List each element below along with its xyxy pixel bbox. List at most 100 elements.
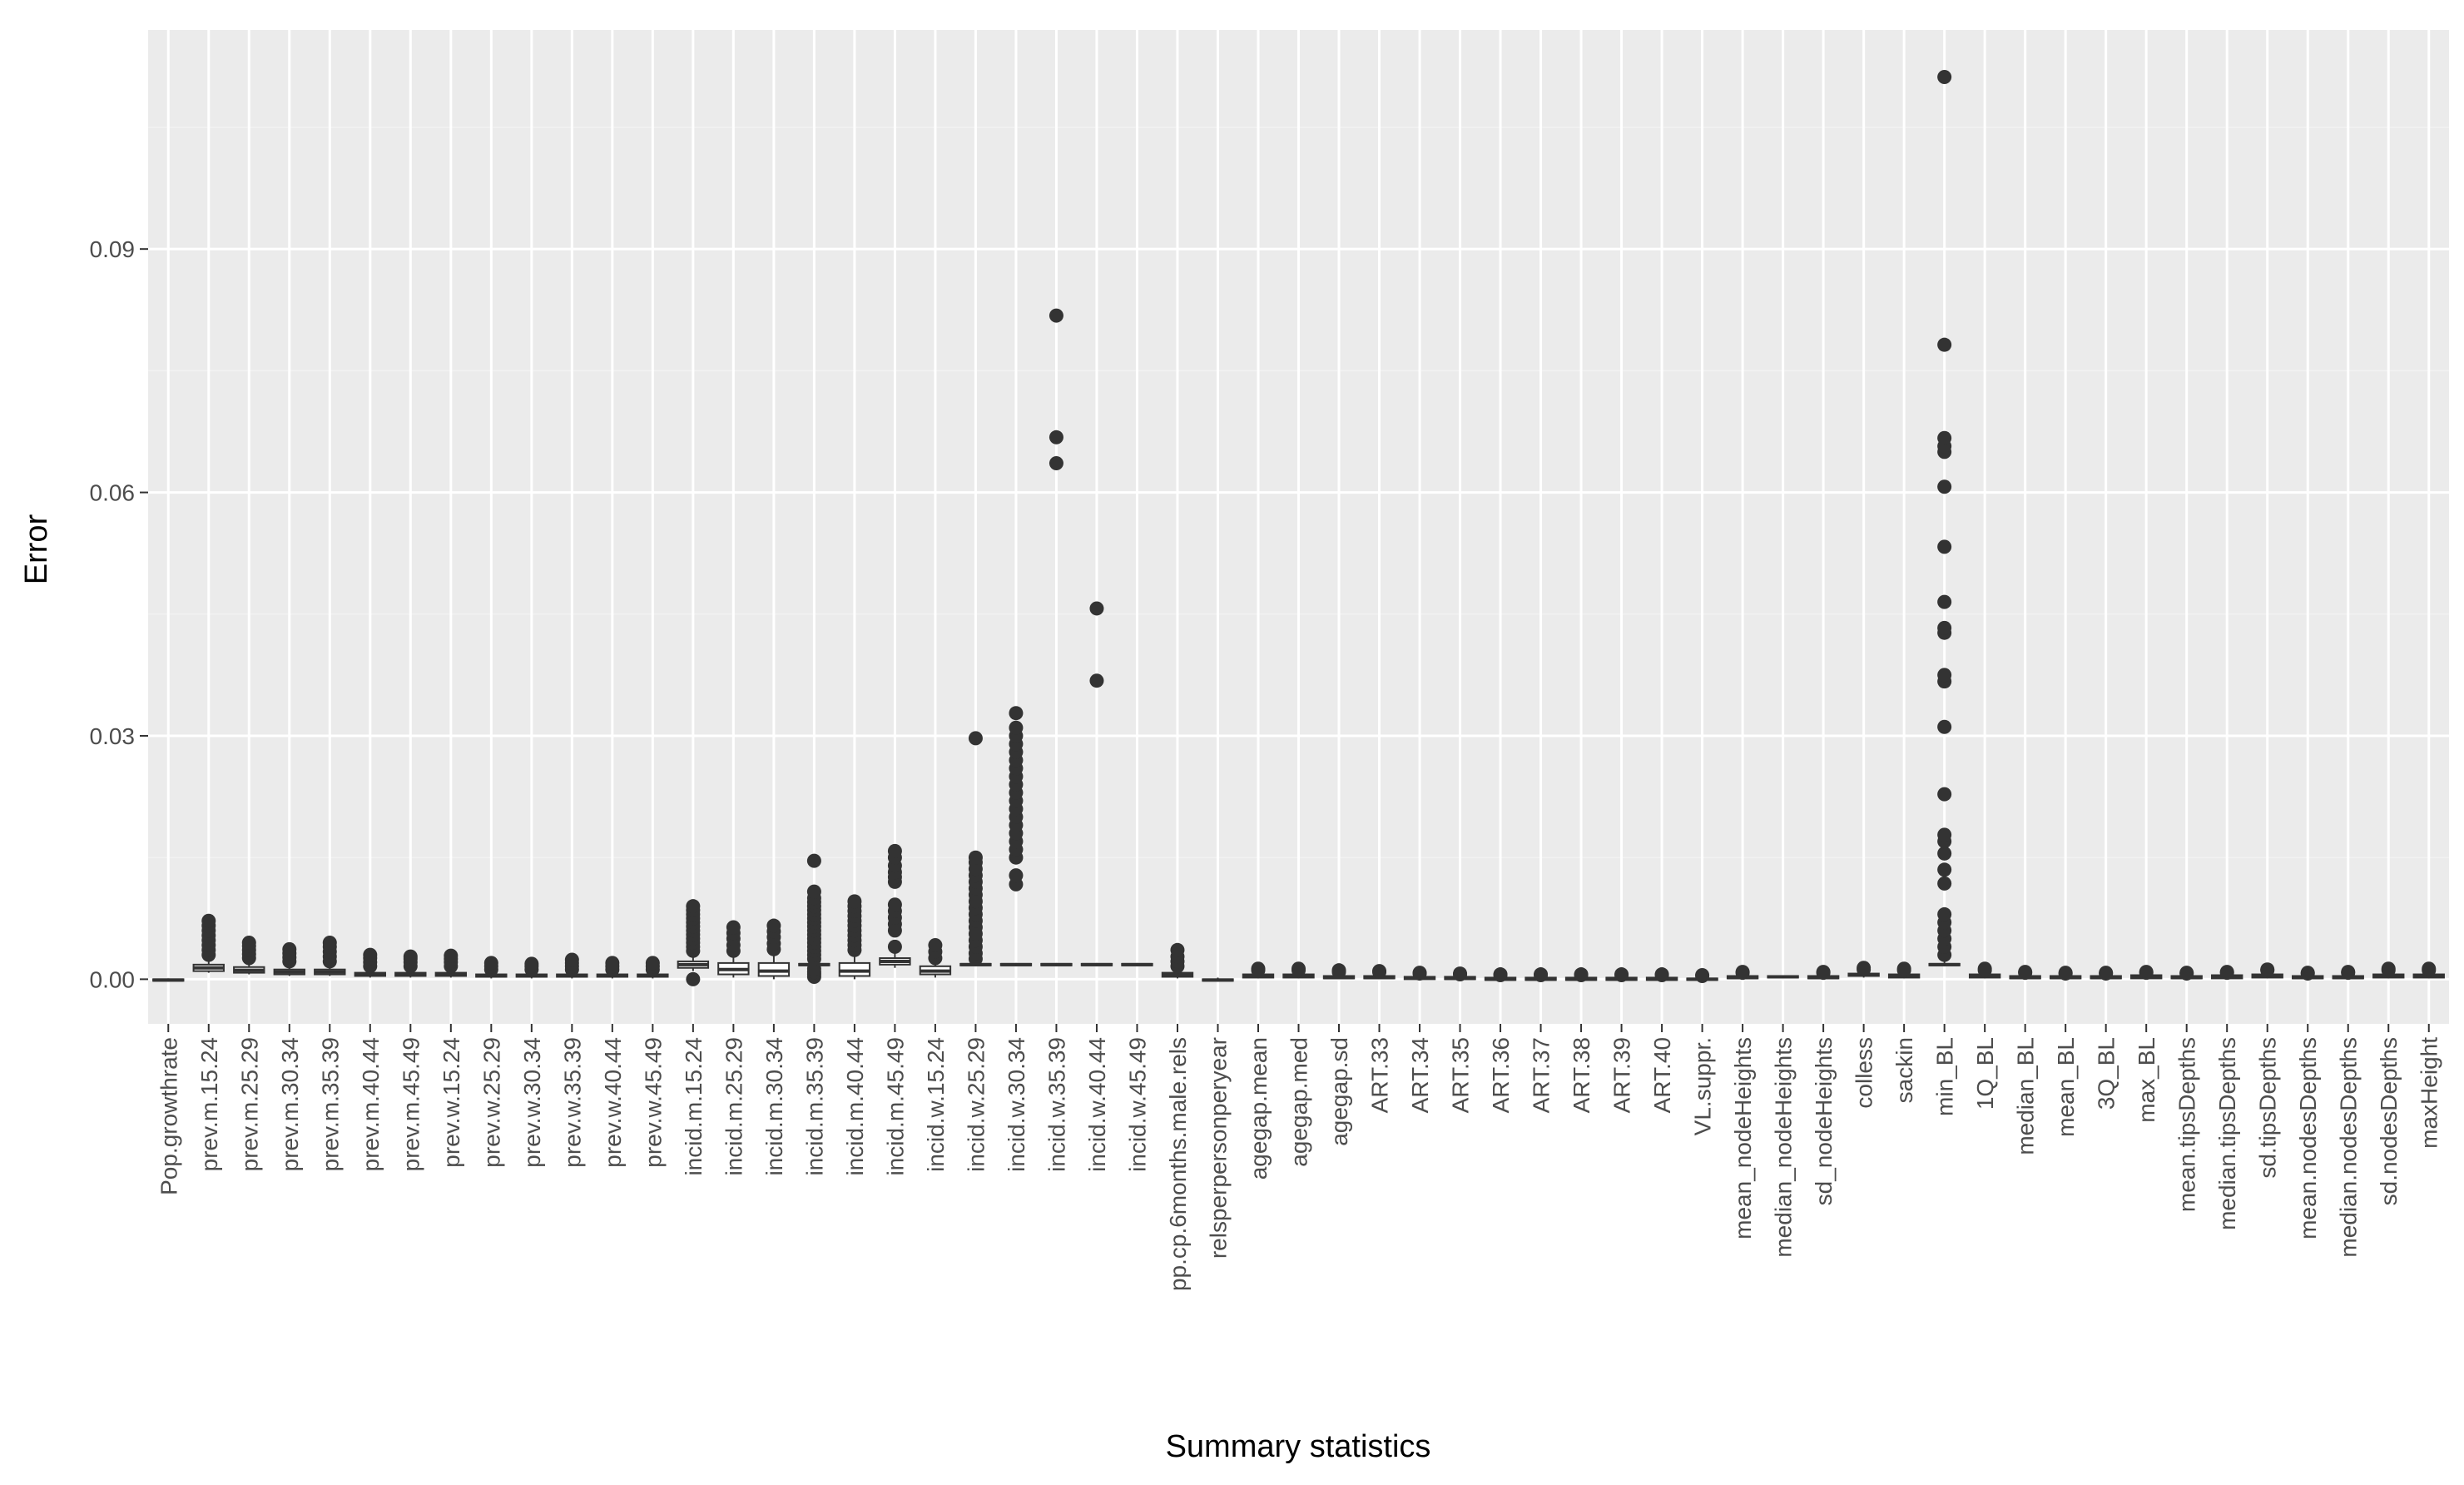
outlier-point — [1937, 787, 1952, 802]
outlier-point — [645, 956, 660, 971]
x-tick-label: prev.w.25.29 — [478, 1037, 504, 1168]
x-tick-label: prev.w.45.49 — [640, 1037, 666, 1168]
outlier-point — [2139, 965, 2154, 980]
outlier-point — [1453, 966, 1468, 981]
box-incid.m.45.49 — [879, 951, 911, 968]
x-tick-label: incid.w.25.29 — [963, 1037, 989, 1172]
x-tick-label: 3Q_BL — [2094, 1037, 2119, 1110]
grid-major — [148, 30, 2449, 1024]
x-tick-label: median.nodesDepths — [2336, 1037, 2362, 1258]
outlier-point — [605, 956, 620, 971]
x-tick-label: ART.38 — [1569, 1037, 1594, 1113]
x-tick-label: prev.w.40.44 — [600, 1037, 626, 1168]
outlier-point — [1857, 961, 1872, 976]
box-prev.m.40.44 — [354, 969, 386, 978]
x-tick-label: median.tipsDepths — [2214, 1037, 2240, 1230]
x-tick-label: incid.m.15.24 — [681, 1037, 706, 1176]
outlier-point — [2179, 966, 2194, 981]
outlier-point — [2341, 965, 2356, 980]
x-tick-label: Pop.growthrate — [156, 1037, 181, 1195]
outlier-point — [1009, 706, 1024, 721]
outlier-point — [1049, 308, 1063, 323]
outlier-point — [1937, 479, 1952, 494]
x-tick-label: prev.w.35.39 — [559, 1037, 585, 1168]
x-tick-label: max_BL — [2134, 1037, 2159, 1123]
x-tick-label: min_BL — [1932, 1037, 1958, 1116]
x-tick-label: mean.tipsDepths — [2174, 1037, 2200, 1212]
outlier-point — [2260, 962, 2275, 977]
outlier-point — [887, 843, 902, 858]
outlier-point — [1937, 70, 1952, 85]
outlier-point — [1937, 668, 1952, 683]
outlier-point — [1937, 719, 1952, 734]
x-tick-label: mean_nodeHeights — [1730, 1037, 1756, 1239]
outlier-point — [806, 961, 821, 976]
outlier-point — [968, 850, 983, 865]
x-tick-label: incid.m.30.34 — [761, 1037, 787, 1176]
x-tick-label: median_nodeHeights — [1771, 1037, 1797, 1258]
outlier-point — [1089, 601, 1104, 616]
outlier-point — [1937, 846, 1952, 861]
outlier-point — [2058, 966, 2073, 981]
outlier-point — [1534, 967, 1549, 982]
outlier-point — [1937, 620, 1952, 635]
outlier-point — [847, 894, 862, 909]
outlier-point — [1654, 967, 1669, 982]
outlier-point — [1049, 430, 1063, 445]
outlier-point — [766, 918, 781, 933]
outlier-point — [1937, 827, 1952, 842]
x-tick-label: incid.m.45.49 — [882, 1037, 908, 1176]
outlier-point — [928, 937, 943, 952]
x-tick-label: sd.tipsDepths — [2255, 1037, 2281, 1179]
x-axis: Pop.growthrate prev.m.15.24 prev.m.25.29 pr… — [156, 1024, 2442, 1291]
box-prev.m.30.34 — [273, 964, 305, 976]
box-incid.w.45.49 — [1121, 962, 1153, 966]
y-tick-label: 0.06 — [90, 480, 136, 506]
outliers-layer — [201, 70, 2437, 986]
outlier-point — [887, 939, 902, 954]
box-prev.m.25.29 — [233, 961, 265, 975]
x-tick-label: ART.39 — [1609, 1037, 1635, 1113]
x-axis-title: Summary statistics — [1166, 1429, 1431, 1464]
x-tick-label: incid.m.35.39 — [801, 1037, 827, 1176]
x-tick-label: incid.w.35.39 — [1044, 1037, 1069, 1172]
x-tick-label: VL.suppr. — [1690, 1037, 1716, 1135]
box-incid.w.40.44 — [1080, 962, 1113, 966]
x-tick-label: sd_nodeHeights — [1811, 1037, 1837, 1205]
outlier-point — [887, 897, 902, 912]
outlier-point — [1089, 673, 1104, 688]
y-axis: 0.00 0.03 0.06 0.09 — [90, 236, 148, 992]
outlier-point — [1937, 594, 1952, 609]
outlier-point — [2099, 966, 2114, 981]
x-tick-label: pp.cp.6months.male.rels — [1165, 1037, 1191, 1291]
x-tick-label: incid.w.30.34 — [1004, 1037, 1029, 1172]
x-tick-label: prev.w.30.34 — [519, 1037, 545, 1168]
outlier-point — [1291, 961, 1306, 976]
outlier-point — [1251, 961, 1266, 976]
outlier-point — [282, 941, 297, 956]
outlier-point — [1937, 862, 1952, 877]
x-tick-label: incid.w.15.24 — [923, 1037, 949, 1172]
outlier-point — [363, 947, 378, 962]
x-tick-label: relsperpersonperyear — [1205, 1037, 1231, 1259]
x-tick-label: ART.37 — [1529, 1037, 1554, 1113]
outlier-point — [2300, 966, 2315, 981]
box-incid.m.15.24 — [677, 955, 710, 971]
x-tick-label: agegap.med — [1287, 1037, 1312, 1167]
outlier-point — [1896, 961, 1911, 976]
box-incid.w.30.34 — [999, 962, 1033, 966]
outlier-point — [1493, 967, 1508, 982]
x-tick-label: ART.40 — [1649, 1037, 1675, 1113]
outlier-point — [1009, 868, 1024, 883]
x-tick-label: prev.m.25.29 — [236, 1037, 262, 1171]
outlier-point — [806, 884, 821, 899]
x-tick-label: incid.m.40.44 — [842, 1037, 868, 1176]
outlier-point — [726, 920, 741, 935]
outlier-point — [806, 853, 821, 868]
y-tick-label: 0.03 — [90, 723, 136, 749]
x-tick-label: prev.m.40.44 — [358, 1037, 384, 1171]
x-tick-label: colless — [1852, 1037, 1877, 1109]
x-tick-label: ART.34 — [1407, 1037, 1433, 1113]
x-tick-label: mean_BL — [2053, 1037, 2079, 1137]
outlier-point — [403, 949, 418, 964]
